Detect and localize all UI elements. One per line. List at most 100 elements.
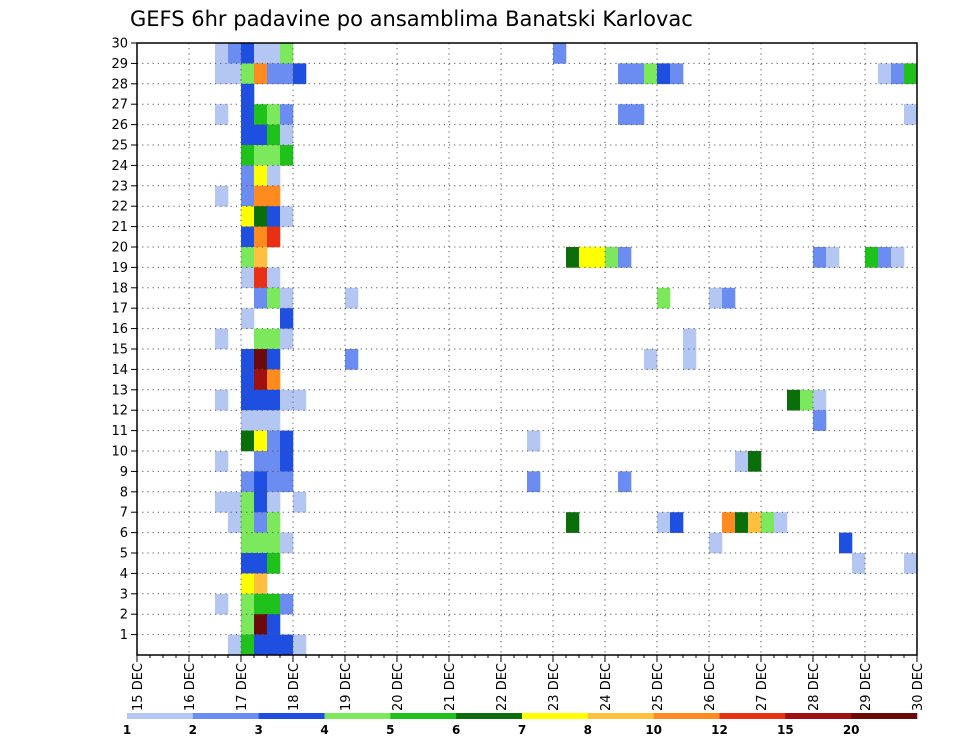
heatmap-cell: [254, 369, 268, 391]
heatmap-cell: [241, 410, 255, 431]
heatmap-cell: [566, 512, 580, 533]
legend-swatch: [653, 713, 720, 719]
heatmap-cell: [215, 389, 229, 411]
heatmap-cell: [748, 512, 762, 533]
heatmap-cell: [254, 328, 268, 350]
legend-label: 3: [254, 723, 262, 737]
y-tick-label: 21: [111, 220, 128, 235]
heatmap-cell: [631, 104, 645, 125]
heatmap-cell: [644, 63, 658, 85]
heatmap-cell: [293, 389, 307, 411]
heatmap-cell: [241, 43, 255, 64]
y-tick-label: 24: [111, 159, 128, 174]
legend-label: 5: [386, 723, 394, 737]
heatmap-cell: [254, 145, 268, 166]
y-tick-label: 25: [111, 139, 128, 154]
x-axis: 15 DEC 16 DEC 17 DEC 18 DEC 19 DEC 20 DEC 21 D…: [131, 655, 926, 711]
heatmap-cell: [280, 593, 294, 615]
heatmap-cell: [813, 410, 827, 431]
y-tick-label: 17: [111, 302, 128, 317]
legend-swatch: [324, 713, 391, 719]
heatmap-cell: [267, 226, 281, 248]
heatmap-cell: [657, 287, 671, 309]
y-tick-label: 6: [120, 526, 128, 541]
y-tick-label: 2: [120, 608, 128, 623]
heatmap-cell: [280, 471, 294, 493]
heatmap-cell: [254, 553, 268, 574]
heatmap-cell: [254, 287, 268, 309]
y-tick-label: 28: [111, 77, 128, 92]
heatmap-cell: [267, 185, 281, 207]
heatmap-cell: [228, 512, 242, 533]
heatmap-cell: [241, 267, 255, 289]
heatmap-cell: [241, 491, 255, 513]
heatmap-cell: [267, 553, 281, 574]
legend-swatch: [258, 713, 325, 719]
heatmap-cell: [631, 63, 645, 85]
heatmap-cell: [254, 430, 268, 452]
heatmap-cell: [813, 389, 827, 411]
heatmap-cell: [254, 491, 268, 513]
heatmap-cell: [566, 247, 580, 268]
y-tick-label: 30: [111, 37, 128, 52]
heatmap-cell: [254, 165, 268, 187]
heatmap-cell: [735, 512, 749, 533]
x-tick-label: 24 DEC: [599, 663, 614, 711]
legend-swatch: [587, 713, 654, 719]
heatmap-cell: [267, 430, 281, 452]
legend-swatch: [456, 713, 523, 719]
legend-swatch: [522, 713, 589, 719]
heatmap-cell: [852, 553, 866, 574]
heatmap-cell: [267, 206, 281, 227]
legend-label: 15: [777, 723, 794, 737]
heatmap-cell: [280, 124, 294, 146]
heatmap-cell: [280, 634, 294, 656]
heatmap-cell: [618, 471, 632, 493]
heatmap-cell: [254, 512, 268, 533]
heatmap-cell: [267, 451, 281, 472]
heatmap-cell: [254, 593, 268, 615]
y-tick-label: 12: [111, 404, 128, 419]
heatmap-cell: [345, 287, 359, 309]
y-tick-label: 29: [111, 57, 128, 72]
y-tick-label: 15: [111, 343, 128, 358]
heatmap-cell: [670, 63, 684, 85]
heatmap-cell: [865, 247, 879, 268]
heatmap-cell: [267, 104, 281, 125]
heatmap-cell: [254, 43, 268, 64]
heatmap-cell: [254, 185, 268, 207]
heatmap-cell: [280, 104, 294, 125]
heatmap-cell: [267, 328, 281, 350]
heatmap-cell: [254, 471, 268, 493]
y-tick-label: 4: [120, 567, 128, 582]
heatmap-cell: [215, 185, 229, 207]
y-tick-label: 10: [111, 445, 128, 460]
heatmap-cell: [280, 308, 294, 329]
heatmap-cell: [215, 104, 229, 125]
y-tick-label: 26: [111, 118, 128, 133]
heatmap-cell: [904, 63, 918, 85]
color-legend: 1 2 3 4 5 6 7 8 10 12 15 20: [123, 713, 918, 737]
legend-label: 12: [711, 723, 728, 737]
heatmap-cell: [215, 593, 229, 615]
legend-label: 2: [189, 723, 197, 737]
legend-label: 7: [518, 723, 526, 737]
x-tick-label: 21 DEC: [443, 663, 458, 711]
heatmap-cell: [215, 328, 229, 350]
heatmap-cell: [605, 247, 619, 268]
heatmap-cell: [228, 634, 242, 656]
heatmap-cell: [618, 247, 632, 268]
heatmap-cell: [761, 512, 775, 533]
heatmap-cell: [813, 247, 827, 268]
heatmap-cell: [839, 532, 853, 554]
y-tick-label: 23: [111, 179, 128, 194]
heatmap-cell: [267, 369, 281, 391]
chart-grid: [137, 43, 917, 655]
heatmap-cell: [241, 634, 255, 656]
heatmap-cell: [280, 328, 294, 350]
heatmap-cell: [228, 63, 242, 85]
heatmap-cell: [891, 63, 905, 85]
heatmap-cell: [657, 512, 671, 533]
heatmap-cell: [293, 63, 307, 85]
heatmap-cell: [241, 145, 255, 166]
